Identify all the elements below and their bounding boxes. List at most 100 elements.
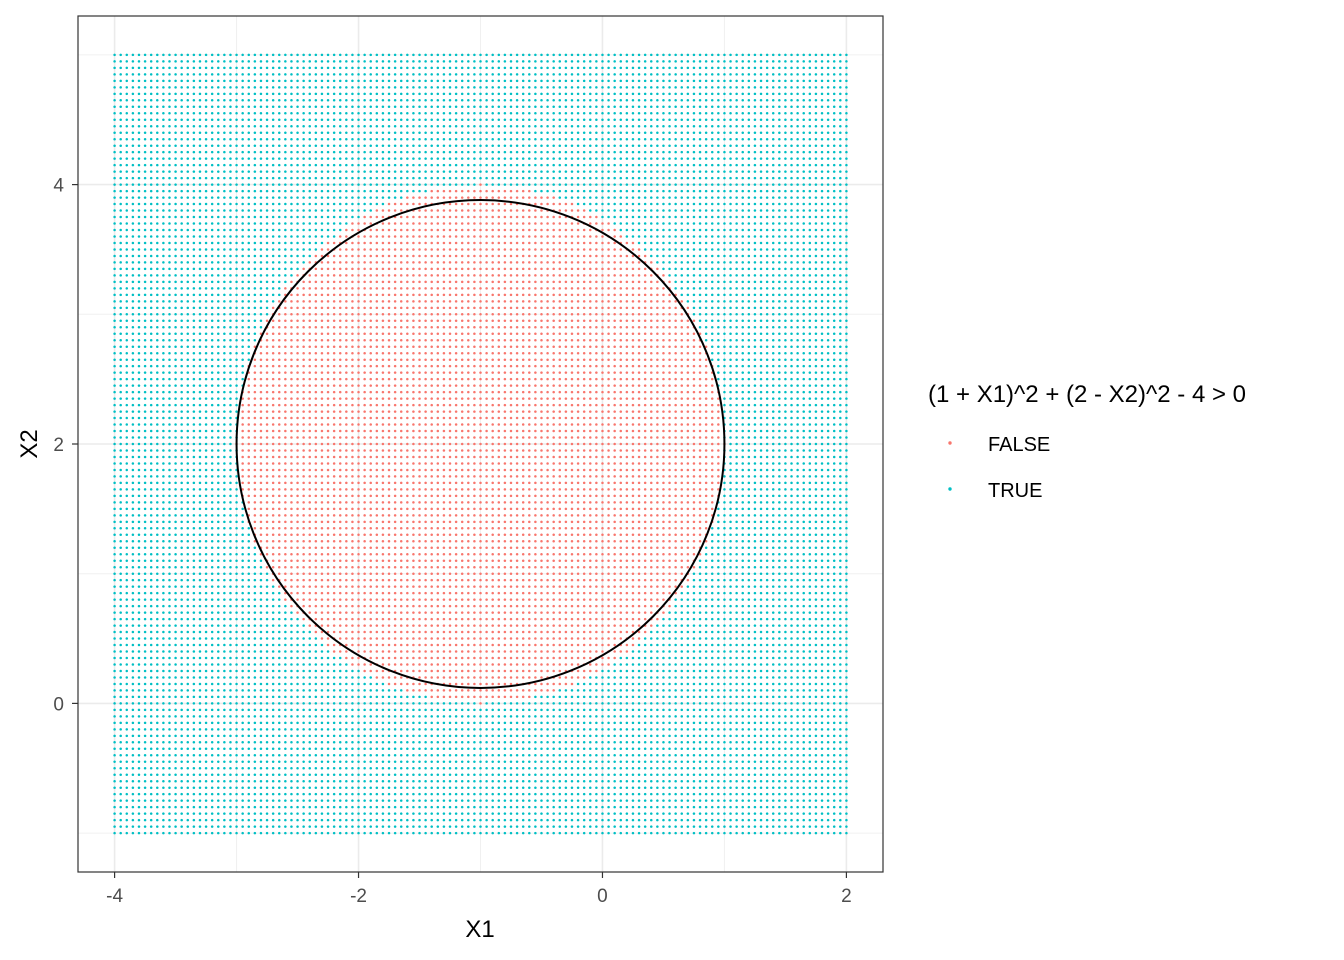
point-true: [119, 611, 122, 614]
point-false: [345, 248, 348, 251]
point-true: [326, 163, 330, 167]
point-false: [326, 332, 330, 336]
point-true: [156, 144, 159, 147]
point-true: [229, 585, 232, 588]
point-true: [113, 326, 116, 329]
point-true: [223, 170, 226, 173]
point-false: [338, 326, 342, 329]
point-true: [290, 715, 293, 718]
point-true: [210, 812, 214, 815]
point-true: [278, 611, 281, 614]
point-false: [290, 429, 293, 433]
point-true: [137, 99, 141, 102]
point-false: [357, 436, 360, 439]
point-false: [357, 533, 360, 537]
point-true: [345, 825, 348, 828]
point-false: [345, 423, 348, 426]
point-true: [149, 825, 153, 828]
point-true: [192, 183, 196, 186]
point-true: [241, 358, 244, 361]
point-true: [278, 747, 281, 751]
point-true: [204, 248, 208, 251]
point-true: [351, 170, 354, 173]
point-true: [162, 351, 165, 355]
point-true: [235, 741, 238, 744]
point-true: [137, 527, 141, 530]
point-false: [259, 520, 263, 524]
point-true: [314, 170, 318, 173]
point-true: [259, 150, 263, 154]
point-true: [278, 235, 281, 238]
point-true: [241, 728, 244, 731]
point-true: [149, 546, 153, 550]
point-true: [180, 669, 183, 673]
point-true: [229, 721, 232, 725]
point-true: [284, 124, 287, 128]
point-true: [162, 825, 165, 828]
point-true: [302, 766, 305, 770]
point-true: [314, 650, 318, 653]
point-true: [180, 287, 183, 290]
point-true: [253, 734, 257, 738]
point-false: [345, 332, 348, 336]
point-true: [265, 86, 269, 89]
point-true: [223, 721, 226, 725]
point-true: [180, 734, 183, 738]
point-true: [241, 377, 244, 381]
point-true: [253, 565, 257, 569]
point-true: [265, 630, 269, 634]
point-true: [180, 488, 183, 491]
point-true: [204, 287, 208, 290]
point-false: [302, 546, 305, 550]
point-false: [320, 280, 324, 284]
point-true: [241, 779, 244, 783]
point-false: [278, 390, 281, 394]
point-false: [253, 468, 257, 472]
point-true: [332, 734, 336, 738]
point-true: [143, 86, 147, 89]
point-false: [271, 578, 275, 582]
point-true: [290, 150, 293, 154]
point-true: [253, 663, 257, 666]
point-true: [156, 831, 159, 835]
point-true: [217, 338, 220, 342]
point-false: [314, 630, 318, 634]
point-true: [192, 377, 196, 381]
point-true: [198, 384, 202, 387]
point-true: [290, 786, 293, 789]
point-true: [198, 92, 202, 96]
point-true: [174, 170, 177, 173]
point-true: [290, 202, 293, 206]
point-true: [308, 818, 311, 822]
point-false: [278, 384, 281, 387]
point-true: [278, 715, 281, 718]
point-false: [345, 287, 348, 290]
point-false: [345, 650, 348, 653]
point-true: [113, 92, 116, 96]
point-true: [137, 468, 141, 472]
point-false: [326, 338, 330, 342]
point-false: [284, 313, 287, 316]
point-true: [143, 799, 147, 802]
point-true: [253, 326, 257, 329]
point-false: [345, 403, 348, 407]
point-true: [168, 488, 171, 491]
point-true: [235, 215, 238, 219]
point-true: [180, 501, 183, 504]
point-false: [351, 546, 354, 550]
point-true: [363, 818, 366, 822]
point-true: [180, 137, 183, 141]
point-true: [113, 734, 116, 738]
point-true: [186, 779, 190, 783]
point-true: [314, 786, 318, 789]
point-true: [241, 669, 244, 673]
point-true: [223, 280, 226, 284]
point-true: [168, 514, 171, 517]
point-true: [229, 397, 232, 400]
point-true: [174, 157, 177, 160]
point-true: [235, 624, 238, 627]
point-true: [149, 760, 153, 764]
point-false: [357, 468, 360, 472]
point-true: [351, 747, 354, 751]
point-false: [326, 364, 330, 368]
